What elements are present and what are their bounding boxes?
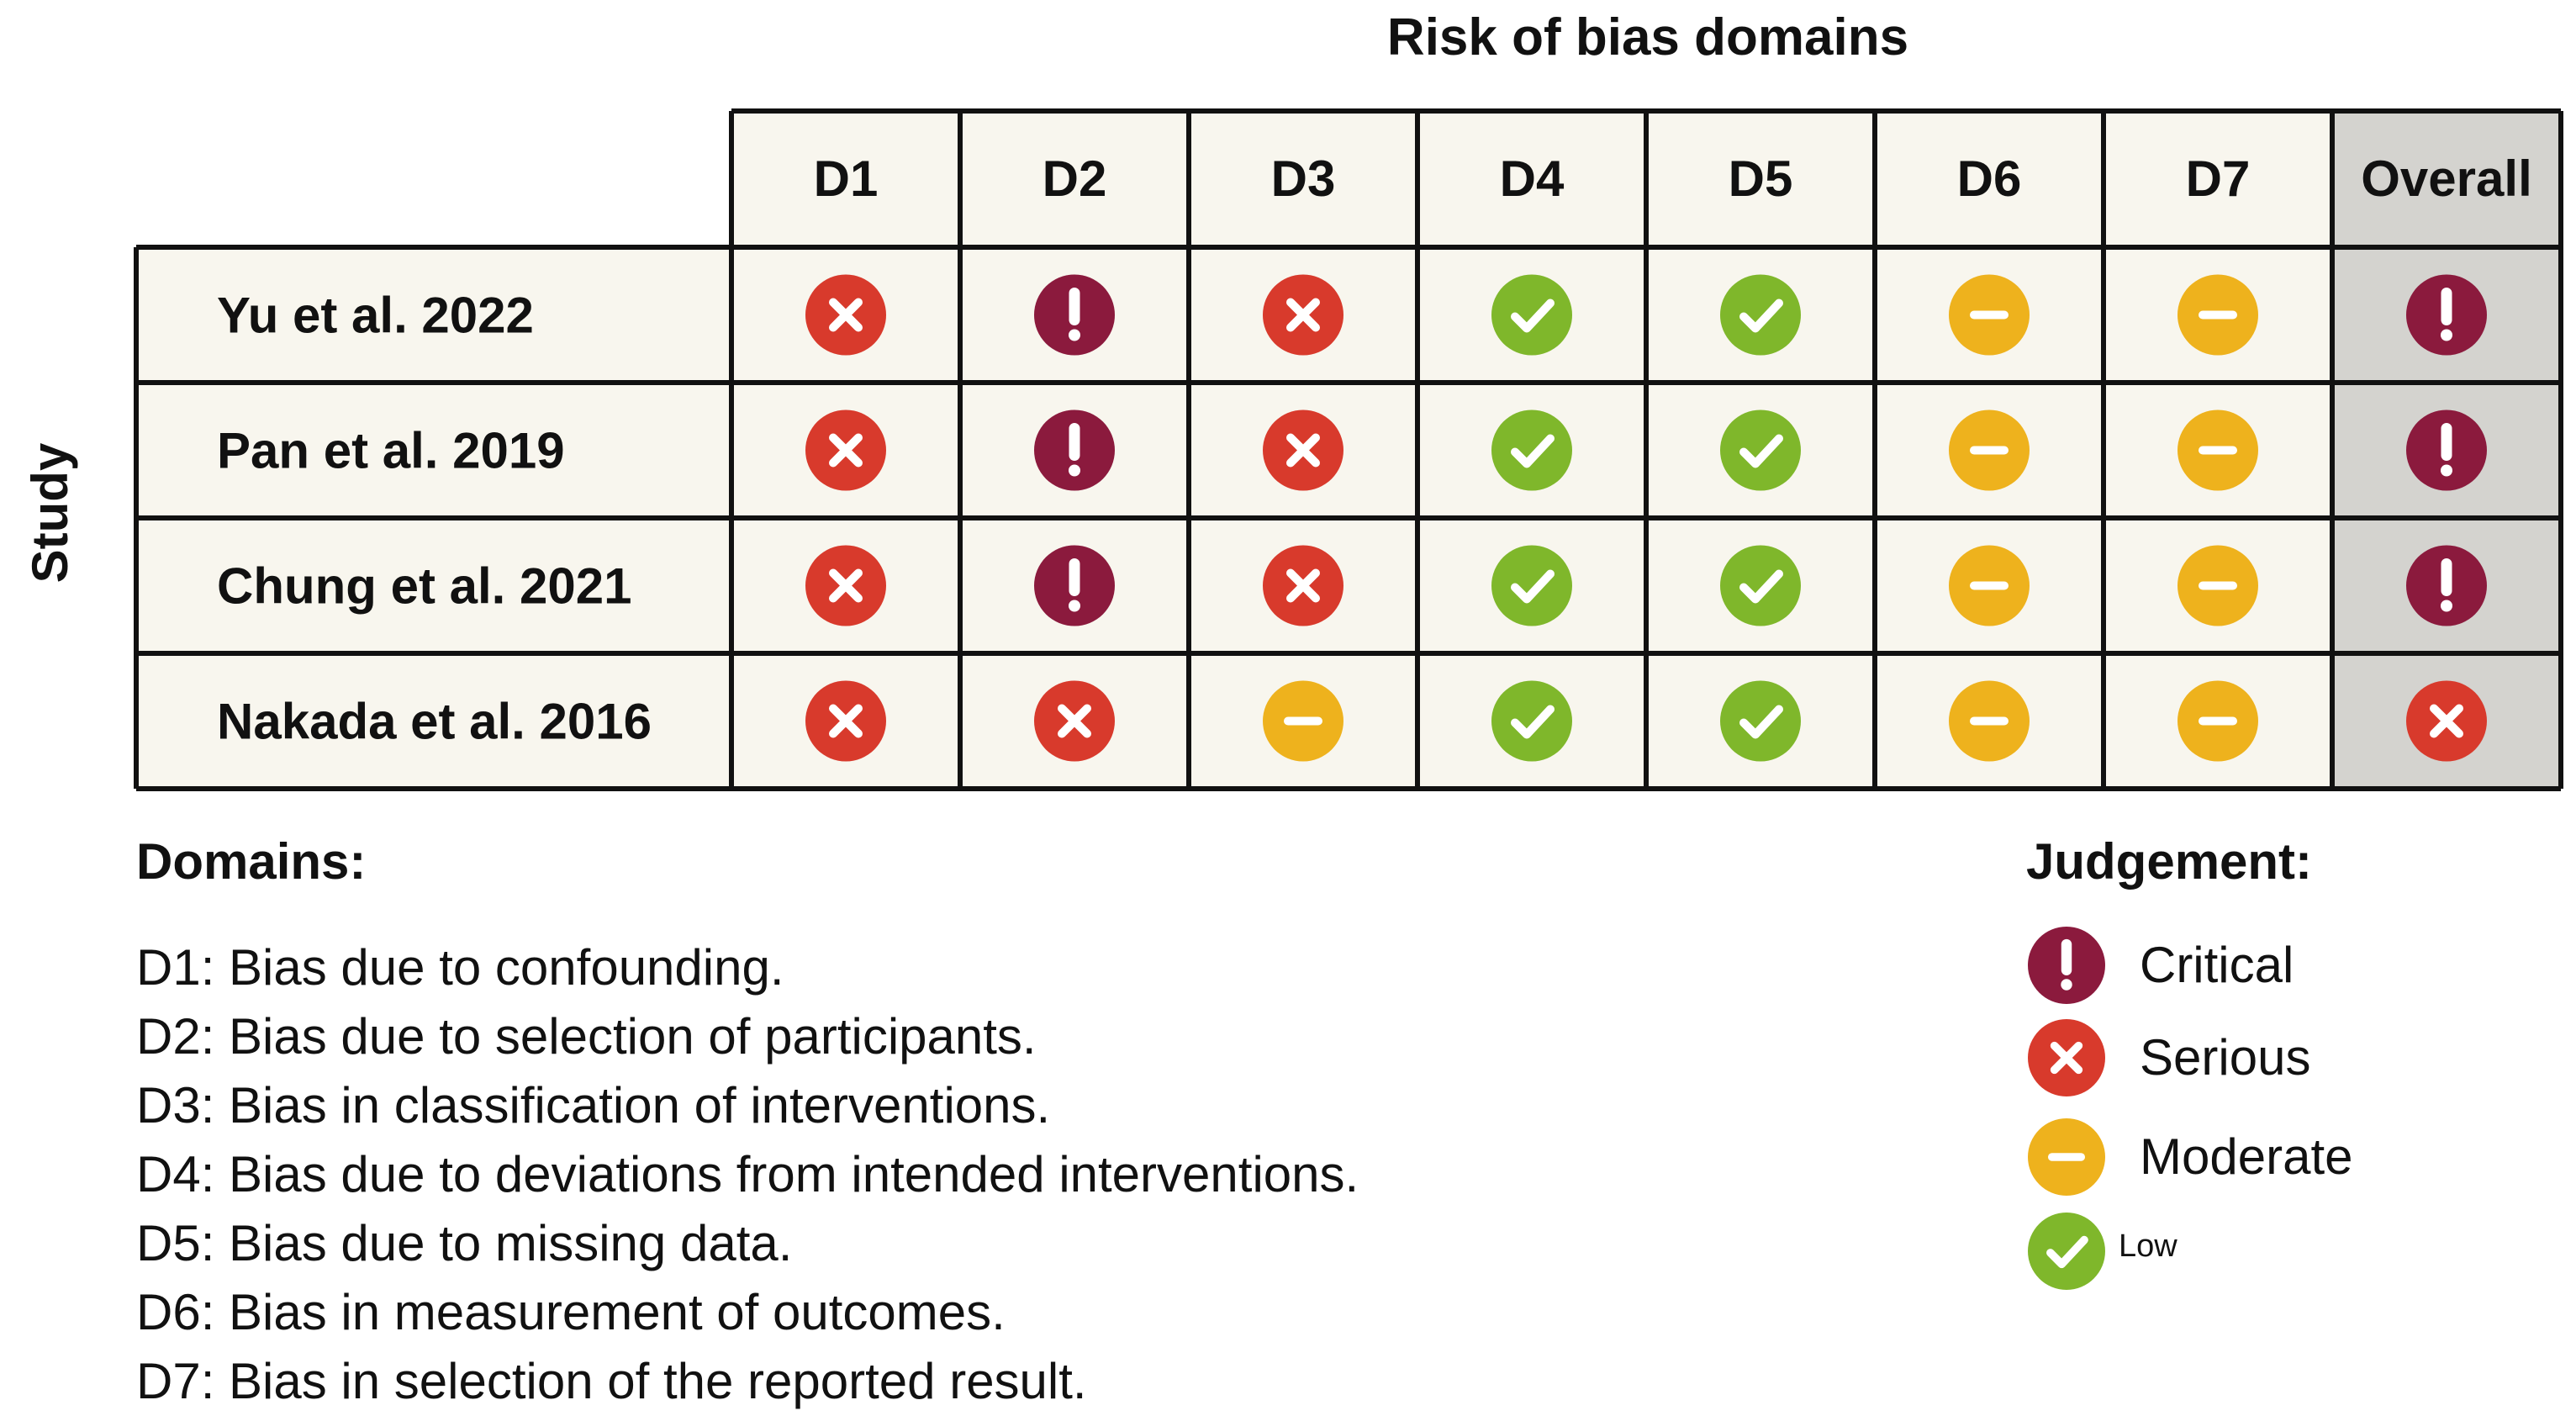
study-name: Nakada et al. 2016	[217, 694, 652, 750]
study-name: Pan et al. 2019	[217, 423, 565, 479]
table-row: Yu et al. 2022	[217, 274, 2487, 356]
cross-icon	[1263, 545, 1343, 626]
exclamation-icon	[2406, 274, 2487, 356]
cross-icon	[805, 409, 886, 491]
exclamation-icon	[2406, 409, 2487, 491]
minus-icon	[2177, 545, 2258, 626]
chart-title: Risk of bias domains	[1386, 8, 1909, 66]
cross-icon	[1263, 274, 1343, 356]
column-header-d1: D1	[814, 151, 879, 207]
legend-label-critical: Critical	[2140, 937, 2294, 993]
cross-icon	[1263, 409, 1343, 491]
domains-list: D1: Bias due to confounding. D2: Bias du…	[136, 933, 1359, 1416]
minus-icon	[2028, 1118, 2105, 1196]
minus-icon	[1263, 680, 1343, 762]
legend-label-serious: Serious	[2140, 1029, 2311, 1086]
legend-label-moderate: Moderate	[2140, 1128, 2353, 1185]
minus-icon	[1949, 409, 2030, 491]
cross-icon	[2028, 1019, 2105, 1096]
domain-d2: D2: Bias due to selection of participant…	[136, 1008, 1037, 1065]
domain-d1: D1: Bias due to confounding.	[136, 939, 784, 996]
column-header-overall: Overall	[2361, 151, 2531, 207]
domain-d7: D7: Bias in selection of the reported re…	[136, 1353, 1087, 1409]
column-header-d6: D6	[1957, 151, 2022, 207]
column-header-d4: D4	[1500, 151, 1565, 207]
cross-icon	[2406, 680, 2487, 762]
table-row: Pan et al. 2019	[217, 409, 2487, 491]
check-icon	[1491, 545, 1572, 626]
study-name: Chung et al. 2021	[217, 558, 631, 615]
study-name: Yu et al. 2022	[217, 288, 534, 344]
risk-of-bias-grid: D1 D2 D3 D4 D5 D6 D7 Overall Yu et al. 2022 Pan e…	[134, 108, 2563, 791]
minus-icon	[1949, 274, 2030, 356]
exclamation-icon	[1034, 409, 1115, 491]
check-icon	[1720, 409, 1801, 491]
legend-label-low: Low	[2119, 1228, 2177, 1264]
column-header-d3: D3	[1271, 151, 1336, 207]
column-header-d7: D7	[2186, 151, 2251, 207]
domain-d4: D4: Bias due to deviations from intended…	[136, 1146, 1359, 1202]
minus-icon	[2177, 274, 2258, 356]
cross-icon	[805, 545, 886, 626]
exclamation-icon	[2028, 927, 2105, 1004]
minus-icon	[2028, 1118, 2105, 1196]
check-icon	[1720, 274, 1801, 356]
minus-icon	[1949, 680, 2030, 762]
cross-icon	[805, 274, 886, 356]
check-icon	[2028, 1213, 2105, 1290]
domains-heading: Domains:	[136, 833, 367, 890]
grid-lines	[134, 108, 2563, 791]
column-header-d5: D5	[1729, 151, 1793, 207]
domain-d3: D3: Bias in classification of interventi…	[136, 1077, 1051, 1133]
check-icon	[1720, 545, 1801, 626]
check-icon	[1491, 274, 1572, 356]
column-header-d2: D2	[1043, 151, 1107, 207]
cross-icon	[805, 680, 886, 762]
domain-d6: D6: Bias in measurement of outcomes.	[136, 1284, 1006, 1340]
exclamation-icon	[1034, 545, 1115, 626]
table-row: Nakada et al. 2016	[217, 680, 2487, 762]
domain-d5: D5: Bias due to missing data.	[136, 1215, 793, 1271]
check-icon	[1720, 680, 1801, 762]
cross-icon	[1034, 680, 1115, 762]
exclamation-icon	[1034, 274, 1115, 356]
minus-icon	[2177, 409, 2258, 491]
check-icon	[2028, 1213, 2105, 1290]
minus-icon	[2177, 680, 2258, 762]
check-icon	[1491, 680, 1572, 762]
minus-icon	[1949, 545, 2030, 626]
exclamation-icon	[2406, 545, 2487, 626]
exclamation-icon	[2028, 927, 2105, 1004]
cross-icon	[2028, 1019, 2105, 1096]
check-icon	[1491, 409, 1572, 491]
judgement-heading: Judgement:	[2026, 833, 2313, 890]
table-row: Chung et al. 2021	[217, 545, 2487, 626]
